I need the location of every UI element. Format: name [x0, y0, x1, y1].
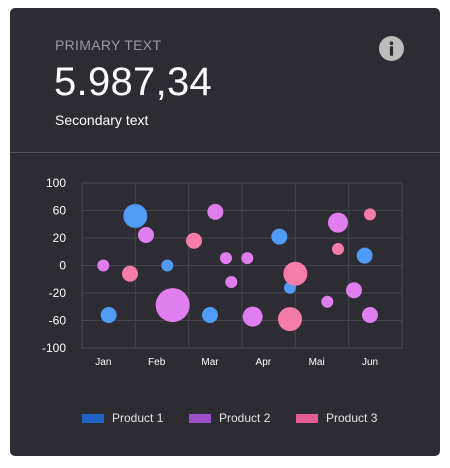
primary-label: PRIMARY TEXT [55, 37, 162, 53]
info-icon[interactable] [379, 36, 404, 61]
bubble-product-1[interactable] [123, 204, 148, 228]
x-axis-ticks: Jan Feb Mar Apr Mai Jun [95, 357, 378, 368]
legend-swatch-product-2 [189, 413, 211, 423]
bubble-product-3[interactable] [283, 261, 308, 286]
bubble-product-2[interactable] [362, 307, 378, 323]
secondary-text: Secondary text [55, 112, 149, 128]
bubble-product-3[interactable] [278, 307, 302, 332]
bubble-product-3[interactable] [364, 208, 376, 221]
bubble-chart: 100 60 20 0 -20 -60 -100 Jan Feb Mar Apr Mai Jun [42, 176, 403, 368]
bubble-product-2[interactable] [328, 212, 348, 233]
y-tick-label: 0 [59, 259, 66, 273]
card-header: PRIMARY TEXT 5.987,34 Secondary text [10, 8, 440, 153]
bubble-product-2[interactable] [225, 276, 238, 288]
bubble-product-2[interactable] [242, 306, 263, 327]
bubble-product-3[interactable] [186, 232, 202, 249]
bubble-product-1[interactable] [202, 307, 218, 323]
x-tick-label: Jan [95, 357, 111, 368]
chart-legend: Product 1 Product 2 Product 3 [10, 408, 440, 428]
x-tick-label: Feb [148, 357, 166, 368]
bubble-product-2[interactable] [241, 252, 254, 265]
bubble-product-2[interactable] [155, 288, 190, 323]
bubble-product-2[interactable] [220, 252, 232, 265]
bubble-product-2[interactable] [138, 226, 154, 243]
bubble-product-2[interactable] [97, 259, 110, 272]
y-axis-ticks: 100 60 20 0 -20 -60 -100 [42, 176, 66, 355]
x-tick-label: Jun [362, 357, 378, 368]
y-tick-label: 20 [53, 231, 67, 245]
x-tick-label: Mar [201, 357, 219, 368]
bubble-product-1[interactable] [356, 247, 373, 264]
bubble-product-1[interactable] [161, 259, 174, 272]
legend-label-product-2: Product 2 [219, 411, 271, 425]
bubble-product-1[interactable] [100, 307, 117, 323]
y-tick-label: -60 [49, 314, 67, 328]
y-tick-label: -100 [42, 341, 66, 355]
legend-swatch-product-3 [296, 413, 318, 423]
bubble-product-2[interactable] [207, 203, 224, 220]
legend-item-product-3[interactable]: Product 3 [296, 408, 377, 428]
bubble-product-2[interactable] [346, 282, 362, 299]
primary-value: 5.987,34 [54, 60, 213, 104]
bubble-product-3[interactable] [332, 243, 344, 255]
header-divider [10, 152, 440, 153]
chart-bubbles [97, 203, 378, 332]
x-tick-label: Mai [309, 357, 325, 368]
legend-item-product-1[interactable]: Product 1 [82, 408, 163, 428]
legend-item-product-2[interactable]: Product 2 [189, 408, 270, 428]
legend-swatch-product-1 [82, 413, 104, 423]
bubble-product-2[interactable] [321, 295, 334, 308]
bubble-product-3[interactable] [122, 265, 138, 282]
y-tick-label: -20 [49, 286, 67, 300]
card: PRIMARY TEXT 5.987,34 Secondary text 100… [10, 8, 440, 456]
y-tick-label: 100 [46, 176, 66, 190]
bubble-product-1[interactable] [271, 228, 288, 245]
legend-label-product-1: Product 1 [112, 411, 164, 425]
y-tick-label: 60 [53, 204, 67, 218]
legend-label-product-3: Product 3 [326, 411, 378, 425]
x-tick-label: Apr [256, 357, 272, 368]
